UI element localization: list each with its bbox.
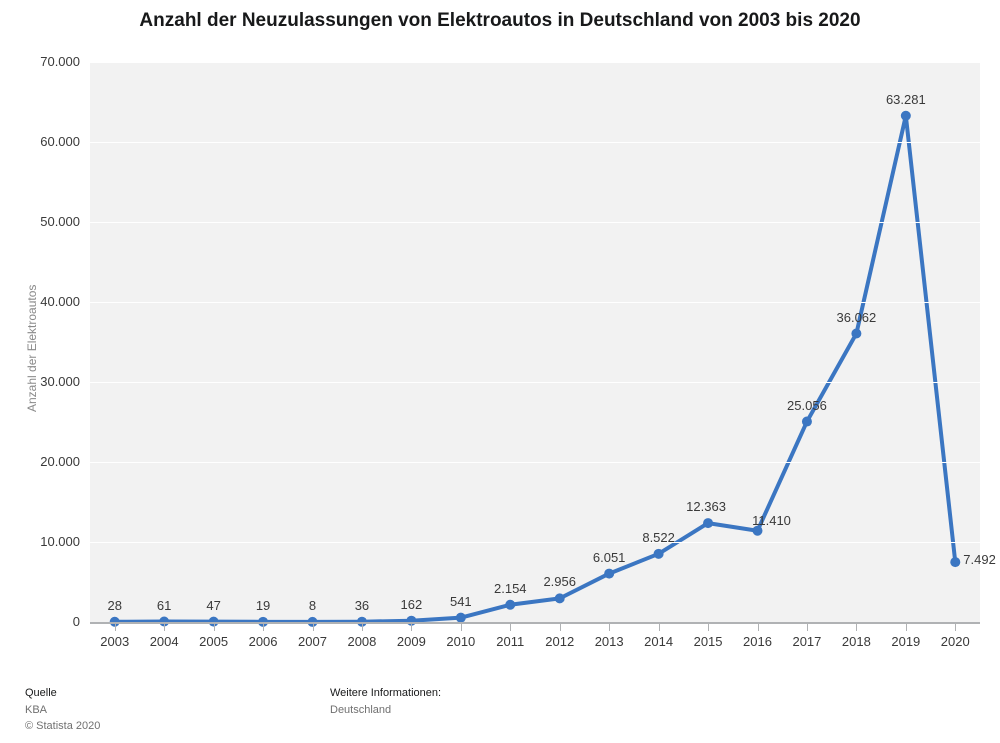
- x-tick-label: 2009: [397, 634, 426, 649]
- x-tick-label: 2012: [545, 634, 574, 649]
- x-tick-label: 2011: [496, 634, 524, 649]
- y-tick-label: 70.000: [20, 54, 80, 69]
- x-tick-mark: [411, 624, 412, 631]
- x-tick-label: 2006: [249, 634, 278, 649]
- data-label: 19: [256, 598, 270, 613]
- data-label: 8: [309, 598, 316, 613]
- x-tick-mark: [906, 624, 907, 631]
- line-series: [0, 0, 1000, 743]
- x-tick-label: 2016: [743, 634, 772, 649]
- x-tick-mark: [164, 624, 165, 631]
- x-tick-mark: [461, 624, 462, 631]
- x-tick-label: 2020: [941, 634, 970, 649]
- y-tick-label: 50.000: [20, 214, 80, 229]
- x-tick-mark: [807, 624, 808, 631]
- data-point: [802, 417, 812, 427]
- info-line-1: Deutschland: [330, 704, 391, 716]
- x-tick-label: 2017: [792, 634, 821, 649]
- data-label: 8.522: [642, 530, 675, 545]
- x-tick-mark: [214, 624, 215, 631]
- data-point: [851, 329, 861, 339]
- data-label: 36: [355, 598, 369, 613]
- x-tick-mark: [609, 624, 610, 631]
- data-label: 2.956: [543, 574, 576, 589]
- x-tick-label: 2004: [150, 634, 179, 649]
- x-tick-label: 2007: [298, 634, 327, 649]
- data-label: 25.056: [787, 398, 827, 413]
- y-tick-label: 60.000: [20, 134, 80, 149]
- x-tick-label: 2018: [842, 634, 871, 649]
- x-tick-mark: [560, 624, 561, 631]
- x-tick-label: 2005: [199, 634, 228, 649]
- data-point: [654, 549, 664, 559]
- data-label: 63.281: [886, 92, 926, 107]
- footer-info: Weitere Informationen: Deutschland: [330, 685, 441, 718]
- data-label: 162: [401, 597, 423, 612]
- gridline: [90, 222, 980, 223]
- data-label: 47: [206, 598, 220, 613]
- data-label: 12.363: [686, 499, 726, 514]
- x-tick-mark: [313, 624, 314, 631]
- x-tick-mark: [510, 624, 511, 631]
- data-point: [703, 518, 713, 528]
- x-tick-mark: [955, 624, 956, 631]
- gridline: [90, 462, 980, 463]
- series-line: [115, 116, 956, 622]
- gridline: [90, 62, 980, 63]
- x-tick-mark: [659, 624, 660, 631]
- y-tick-label: 0: [20, 614, 80, 629]
- data-label: 7.492: [963, 552, 996, 567]
- x-tick-label: 2015: [694, 634, 723, 649]
- data-point: [901, 111, 911, 121]
- source-heading: Quelle: [25, 687, 57, 699]
- x-tick-mark: [708, 624, 709, 631]
- data-label: 36.062: [836, 310, 876, 325]
- x-tick-label: 2019: [891, 634, 920, 649]
- x-axis-baseline: [90, 622, 980, 624]
- x-tick-label: 2014: [644, 634, 673, 649]
- data-label: 6.051: [593, 550, 626, 565]
- y-tick-label: 30.000: [20, 374, 80, 389]
- y-tick-label: 40.000: [20, 294, 80, 309]
- data-point: [950, 557, 960, 567]
- info-heading: Weitere Informationen:: [330, 687, 441, 699]
- source-line-2: © Statista 2020: [25, 720, 100, 732]
- gridline: [90, 382, 980, 383]
- data-label: 11.410: [752, 513, 791, 528]
- data-point: [604, 569, 614, 579]
- gridline: [90, 302, 980, 303]
- gridline: [90, 142, 980, 143]
- x-tick-label: 2008: [347, 634, 376, 649]
- footer-source: Quelle KBA © Statista 2020: [25, 685, 100, 735]
- x-tick-mark: [758, 624, 759, 631]
- x-tick-mark: [115, 624, 116, 631]
- x-tick-mark: [362, 624, 363, 631]
- data-label: 28: [107, 598, 121, 613]
- data-label: 2.154: [494, 581, 527, 596]
- x-tick-label: 2013: [595, 634, 624, 649]
- data-label: 541: [450, 594, 472, 609]
- source-line-1: KBA: [25, 704, 47, 716]
- data-label: 61: [157, 598, 171, 613]
- y-tick-label: 10.000: [20, 534, 80, 549]
- y-tick-label: 20.000: [20, 454, 80, 469]
- data-point: [505, 600, 515, 610]
- data-point: [555, 593, 565, 603]
- chart-container: Anzahl der Neuzulassungen von Elektroaut…: [0, 0, 1000, 743]
- x-tick-label: 2010: [446, 634, 475, 649]
- x-tick-mark: [856, 624, 857, 631]
- x-tick-label: 2003: [100, 634, 129, 649]
- x-tick-mark: [263, 624, 264, 631]
- gridline: [90, 542, 980, 543]
